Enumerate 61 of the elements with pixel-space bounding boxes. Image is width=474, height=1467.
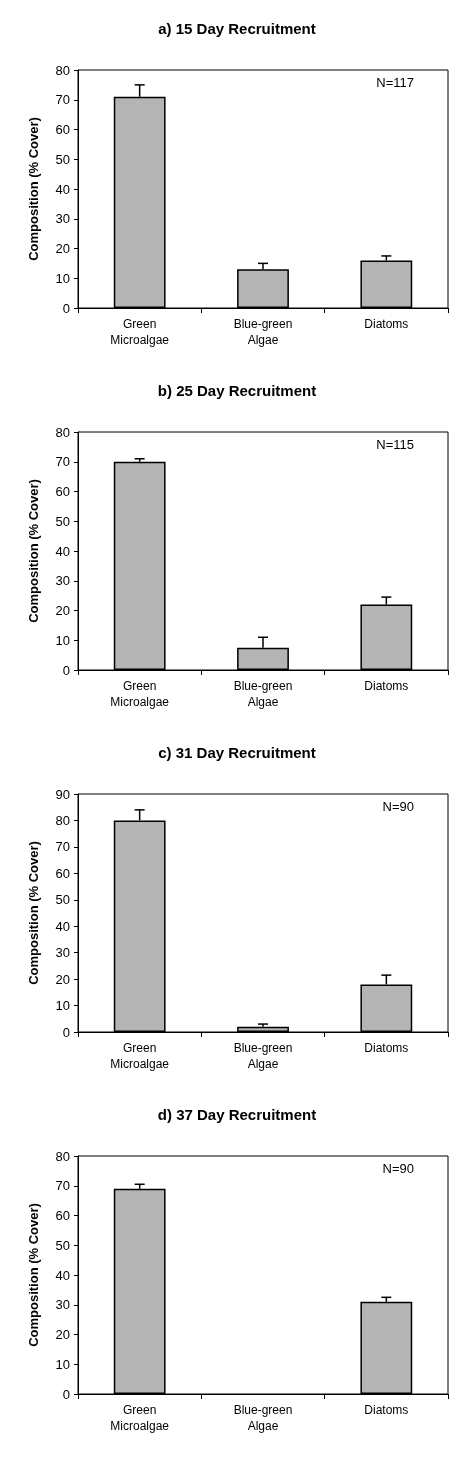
y-tick-label: 20 <box>55 603 70 618</box>
y-tick-label: 20 <box>55 241 70 256</box>
y-tick-label: 70 <box>55 839 70 855</box>
y-tick-label: 0 <box>62 1024 70 1040</box>
chart-title: d) 37 Day Recruitment <box>157 1106 317 1123</box>
y-tick-label: 50 <box>55 151 70 167</box>
annotation: N=90 <box>382 1161 415 1176</box>
y-tick-label: 10 <box>55 270 70 286</box>
x-tick-label: Blue-green Algae <box>233 1041 293 1071</box>
x-tick-label: Diatoms <box>364 1403 409 1417</box>
y-axis-title: Composition (% Cover) <box>26 117 41 261</box>
chart-title: b) 25 Day Recruitment <box>157 382 317 399</box>
y-tick-label: 10 <box>55 1356 70 1372</box>
y-tick-label: 40 <box>55 543 70 559</box>
y-tick-label: 30 <box>55 945 70 961</box>
y-axis-title: Composition (% Cover) <box>26 841 41 985</box>
y-tick-label: 70 <box>55 454 70 470</box>
chart-title: c) 31 Day Recruitment <box>158 744 316 761</box>
y-axis-title: Composition (% Cover) <box>26 479 41 623</box>
x-tick-label: Green Microalgae <box>110 679 170 709</box>
y-tick-label: 30 <box>55 573 70 589</box>
y-tick-label: 80 <box>55 62 70 78</box>
y-tick-label: 70 <box>55 1178 70 1194</box>
y-tick-label: 0 <box>62 662 70 678</box>
x-tick-label: Blue-green Algae <box>233 1403 293 1433</box>
y-tick-label: 40 <box>55 181 70 197</box>
annotation: N=90 <box>382 799 415 814</box>
y-tick-label: 60 <box>55 484 70 499</box>
x-tick-label: Blue-green Algae <box>233 317 293 347</box>
y-tick-label: 10 <box>55 998 70 1014</box>
annotation: N=115 <box>376 437 415 452</box>
y-tick-label: 70 <box>55 92 70 108</box>
x-tick-label: Blue-green Algae <box>233 679 293 709</box>
y-tick-label: 0 <box>62 300 70 316</box>
y-tick-label: 60 <box>55 122 70 137</box>
y-tick-label: 40 <box>55 918 70 934</box>
y-tick-label: 50 <box>55 513 70 529</box>
x-tick-label: Green Microalgae <box>110 317 170 347</box>
y-tick-label: 90 <box>55 786 70 802</box>
y-tick-label: 10 <box>55 632 70 648</box>
y-tick-label: 50 <box>55 1237 70 1253</box>
x-tick-label: Diatoms <box>364 317 409 331</box>
y-tick-label: 20 <box>55 971 70 987</box>
annotation: N=117 <box>376 75 415 90</box>
y-tick-label: 30 <box>55 1297 70 1313</box>
y-tick-label: 30 <box>55 211 70 227</box>
y-tick-label: 60 <box>55 865 70 881</box>
y-tick-label: 80 <box>55 1148 70 1164</box>
x-tick-label: Diatoms <box>364 1041 409 1055</box>
y-axis-title: Composition (% Cover) <box>26 1203 41 1347</box>
x-tick-label: Green Microalgae <box>110 1041 170 1071</box>
y-tick-label: 50 <box>55 892 70 908</box>
y-tick-label: 80 <box>55 424 70 440</box>
chart-title: a) 15 Day Recruitment <box>158 20 316 37</box>
x-tick-label: Green Microalgae <box>110 1403 170 1433</box>
y-tick-label: 0 <box>62 1386 70 1402</box>
y-tick-label: 20 <box>55 1327 70 1342</box>
y-tick-label: 40 <box>55 1267 70 1283</box>
y-tick-label: 60 <box>55 1208 70 1223</box>
y-tick-label: 80 <box>55 812 70 828</box>
x-tick-label: Diatoms <box>364 679 409 693</box>
